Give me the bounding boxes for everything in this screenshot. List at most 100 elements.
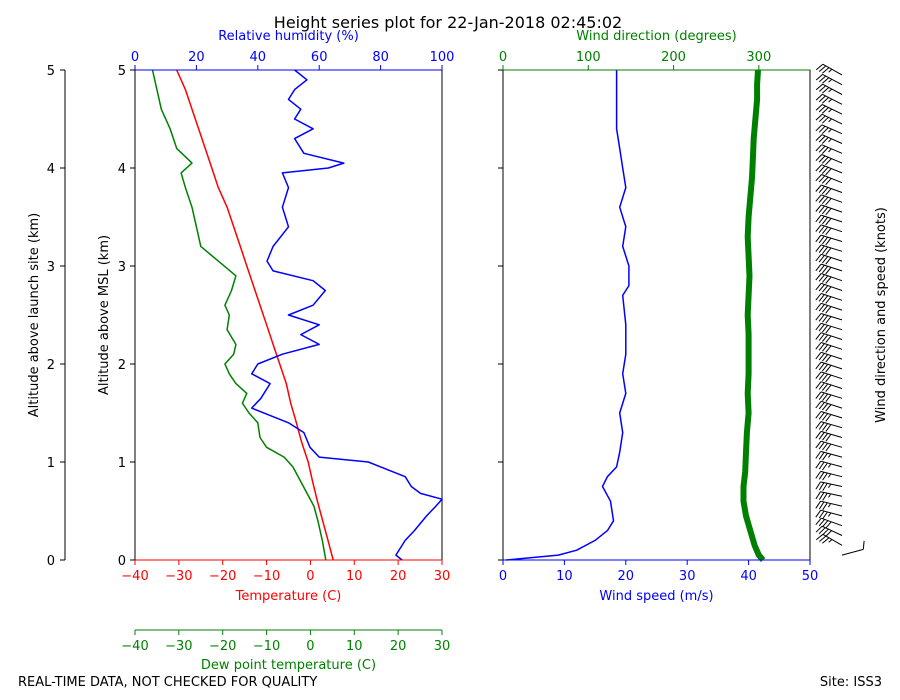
wind-barb-feather (815, 421, 822, 429)
wind-barb-feather (822, 256, 829, 264)
wind-barb-feather (825, 237, 832, 246)
wind-speed-tick-label: 30 (679, 569, 696, 584)
outer-y-tick-label: 3 (47, 260, 55, 275)
wind-barb-feather (815, 104, 823, 111)
dewpoint-line (151, 69, 327, 561)
wind-barb-feather (822, 511, 828, 520)
wind-barb-feather (822, 246, 829, 255)
wind-barb-feather (821, 127, 829, 135)
wind-barb-staff (821, 144, 843, 154)
wind-barb-feather (818, 382, 825, 390)
wind-barb-staff (822, 93, 843, 105)
wind-barb-half-feather (828, 148, 832, 153)
wind-barb-feather (818, 461, 825, 470)
wind-barb-feather (815, 204, 822, 212)
temperature-tick-label: −30 (165, 569, 192, 584)
wind-barb-feather (822, 462, 828, 471)
wind-barb-feather (815, 144, 823, 152)
wind-barb-staff (820, 400, 843, 409)
wind-barb-feather (825, 364, 832, 373)
wind-barb-feather (815, 263, 822, 272)
wind-barb-feather (825, 247, 832, 256)
wind-barb-feather (822, 502, 828, 511)
wind-barb-staff (820, 332, 843, 340)
wind-barb-feather (821, 116, 829, 124)
wind-barb-feather (815, 361, 822, 370)
wind-barb-feather (818, 284, 825, 292)
wind-barb-feather (825, 335, 832, 343)
wind-barb-feather (815, 411, 822, 419)
wind-barb-feather (825, 286, 832, 294)
wind-barb-feather (818, 392, 825, 401)
wind-barb-feather (822, 393, 829, 402)
wind-barb-feather (821, 176, 829, 184)
wind-barb-feather (818, 304, 825, 312)
wind-barb-feather (825, 168, 832, 176)
wind-barb-feather (822, 315, 829, 323)
wind-speed-tick-label: 20 (618, 569, 635, 584)
wind-speed-axis-label: Wind speed (m/s) (599, 589, 713, 604)
wind-barb-feather (822, 403, 829, 411)
temperature-tick-label: −10 (253, 569, 280, 584)
wind-barb-feather (815, 451, 822, 459)
temperature-line (176, 69, 334, 561)
rh-tick-label: 80 (372, 50, 389, 65)
wind-barb-feather (818, 441, 825, 450)
outer-y-tick-label: 4 (47, 162, 55, 177)
wind-barb-feather (825, 158, 832, 166)
temperature-tick-label: −40 (121, 569, 148, 584)
wind-barb-feather (821, 97, 829, 104)
wind-barb-staff (820, 391, 843, 399)
wind-barb-feather (825, 306, 832, 314)
wind-barb-feather (825, 208, 832, 216)
wind-barb-feather (822, 472, 828, 481)
wind-barb-feather (818, 452, 825, 460)
wind-barb-half-feather (828, 98, 833, 103)
wind-barb-feather (815, 431, 822, 439)
wind-direction-tick-label: 200 (661, 50, 686, 65)
wind-barb-feather (818, 145, 826, 153)
plot-title: Height series plot for 22-Jan-2018 02:45… (274, 13, 622, 32)
wind-barb-feather (825, 434, 832, 442)
wind-barb-feather (818, 75, 827, 83)
wind-barb-feather (818, 125, 826, 133)
wind-barb-half-feather (827, 453, 832, 458)
rh-tick-label: 100 (430, 50, 455, 65)
wind-barb-staff (820, 263, 843, 272)
wind-barb-feather (818, 205, 825, 214)
wind-direction-line (740, 69, 766, 562)
wind-barb-feather (822, 354, 829, 362)
wind-barb-feather (822, 285, 829, 293)
rh-tick-label: 60 (311, 50, 328, 65)
inner-y-tick-label: 1 (118, 456, 126, 471)
wind-barb-feather (818, 402, 825, 410)
left-panel: Altitude above launch site (km) Altitude… (27, 29, 454, 673)
wind-barb-half-feather (828, 539, 833, 543)
wind-barb-feather (818, 527, 826, 535)
wind-barb-feather (822, 383, 829, 391)
wind-barb-feather (815, 113, 823, 121)
temperature-tick-label: 20 (390, 569, 407, 584)
wind-barb-feather (818, 235, 825, 244)
wind-barb-feather (818, 135, 826, 143)
wind-barb-feather (818, 155, 826, 163)
wind-barb-feather (818, 323, 825, 332)
inner-y-tick-label: 0 (118, 554, 126, 569)
wind-barb-feather (815, 313, 822, 321)
wind-barb-staff (820, 351, 843, 360)
wind-barb-feather (818, 412, 825, 420)
wind-barb-feather (822, 537, 830, 544)
wind-barb-feather (818, 215, 825, 224)
wind-barb-feather (815, 371, 822, 379)
wind-barb-feather (815, 471, 822, 479)
wind-barb-feather (825, 316, 832, 324)
wind-barb-staff (820, 244, 843, 252)
wind-barb-feather (818, 294, 825, 302)
wind-barb-feather (815, 460, 822, 469)
wind-barb-feather (818, 105, 826, 113)
wind-barb-feather (815, 214, 822, 223)
wind-barb-staff (820, 381, 843, 389)
wind-barb-staff (821, 124, 843, 135)
dewpoint-tick-label: −20 (209, 639, 236, 654)
wind-barb-feather (821, 137, 829, 144)
